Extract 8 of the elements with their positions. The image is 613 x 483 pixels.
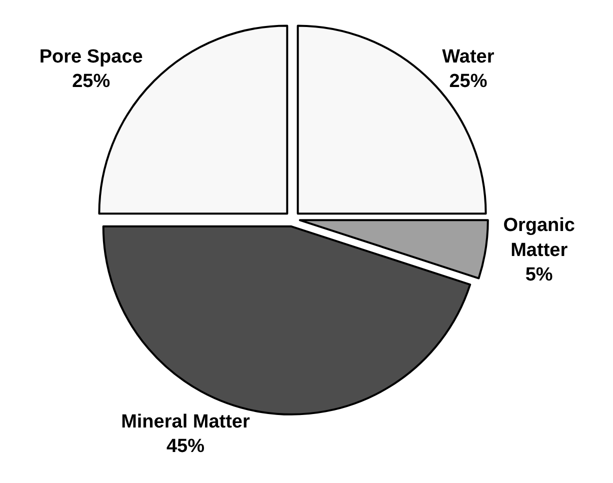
slice-label: Water xyxy=(442,46,495,68)
slice-label: Pore Space xyxy=(39,46,143,68)
data-label: 5% xyxy=(525,264,553,286)
data-label: 25% xyxy=(449,71,488,92)
slice-label: Organic Matter xyxy=(503,215,576,261)
data-label: 45% xyxy=(166,436,205,458)
data-label: 25% xyxy=(72,71,110,92)
slice-label: Mineral Matter xyxy=(121,412,250,433)
